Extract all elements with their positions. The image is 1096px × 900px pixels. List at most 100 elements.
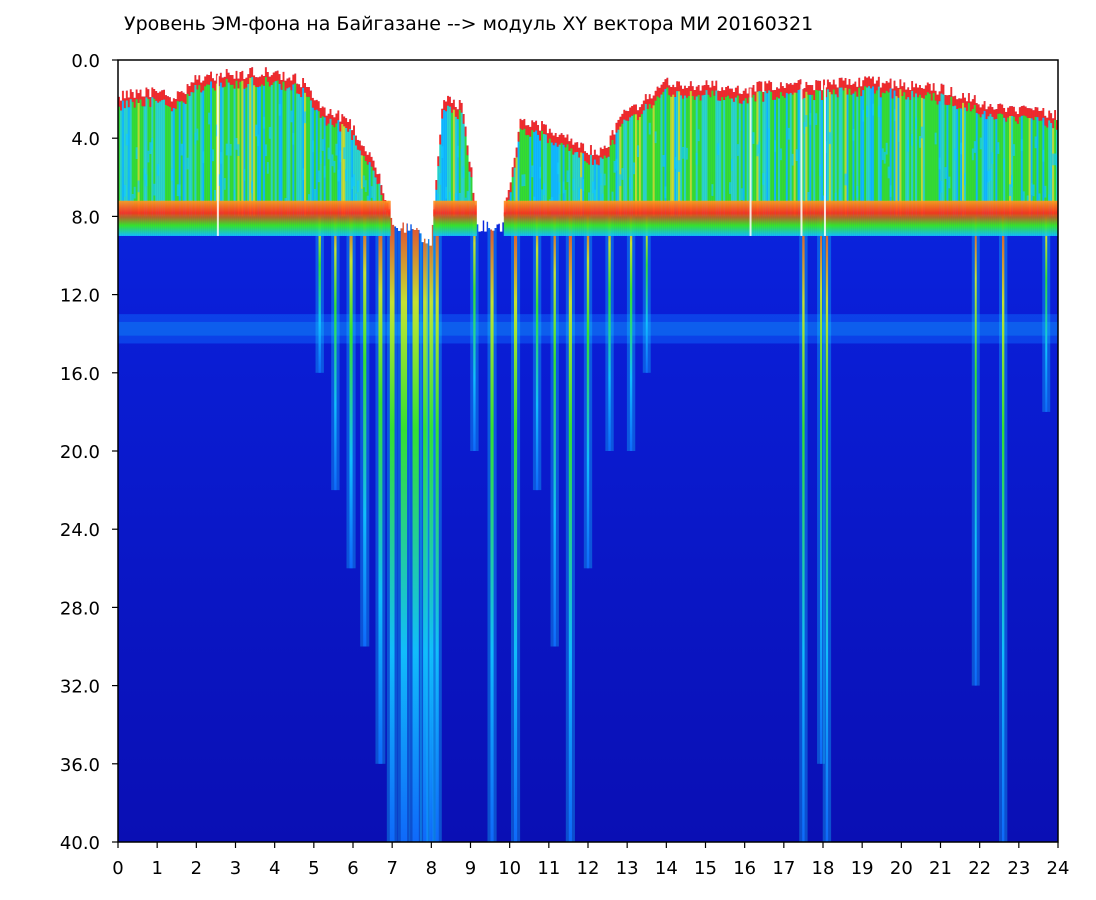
- speckle-cell: [268, 127, 272, 139]
- activity-cell: [691, 96, 695, 217]
- red-fringe-cell: [321, 106, 325, 117]
- activity-cell: [742, 100, 746, 217]
- empty-cell: [864, 60, 867, 77]
- empty-cell: [932, 60, 936, 84]
- band-cell: [866, 200, 869, 236]
- x-tick-label: 1: [151, 858, 162, 879]
- red-fringe-cell: [838, 77, 842, 88]
- empty-cell: [558, 60, 562, 135]
- empty-cell: [719, 60, 722, 92]
- red-fringe-cell: [239, 72, 242, 82]
- red-fringe-cell: [805, 81, 808, 92]
- red-fringe-cell: [862, 80, 865, 91]
- band-cell: [292, 200, 295, 236]
- activity-cell: [605, 157, 609, 217]
- empty-cell: [212, 60, 215, 79]
- disturbance-streak: [1001, 206, 1005, 842]
- activity-cell: [327, 123, 330, 217]
- empty-cell: [1001, 60, 1004, 105]
- speckle-cell: [123, 184, 127, 197]
- activity-cell: [627, 120, 630, 217]
- empty-cell: [539, 60, 542, 131]
- empty-cell: [754, 60, 757, 92]
- red-fringe-cell: [123, 98, 127, 109]
- activity-cell: [891, 98, 894, 217]
- activity-cell: [615, 132, 618, 217]
- red-fringe-cell: [1040, 110, 1043, 121]
- empty-cell: [476, 60, 479, 225]
- band-cell: [388, 200, 391, 236]
- red-fringe-cell: [533, 122, 536, 133]
- red-fringe-cell: [364, 151, 368, 162]
- band-cell: [245, 200, 248, 236]
- red-fringe-cell: [801, 89, 804, 100]
- empty-cell: [644, 60, 648, 95]
- activity-cell: [374, 177, 377, 217]
- band-cell: [971, 200, 975, 236]
- red-fringe-cell: [971, 99, 975, 109]
- empty-cell: [629, 60, 632, 108]
- chart-title: Уровень ЭМ-фона на Байгазане --> модуль …: [124, 13, 813, 35]
- empty-cell: [349, 60, 352, 120]
- speckle-cell: [611, 191, 614, 204]
- speckle-cell: [323, 165, 327, 178]
- band-cell: [805, 200, 808, 236]
- disturbance-streak: [389, 206, 395, 842]
- empty-cell: [151, 60, 154, 88]
- empty-cell: [846, 60, 849, 85]
- band-cell: [819, 200, 822, 236]
- band-cell: [830, 200, 834, 236]
- activity-cell: [801, 99, 804, 217]
- activity-cell: [1052, 128, 1055, 217]
- empty-cell: [278, 60, 282, 75]
- band-cell: [566, 200, 569, 236]
- empty-cell: [135, 60, 139, 90]
- activity-cell: [809, 94, 812, 217]
- activity-cell: [729, 98, 732, 217]
- activity-cell: [562, 144, 565, 217]
- activity-cell: [262, 85, 266, 217]
- band-cell: [1030, 200, 1034, 236]
- activity-cell: [321, 116, 325, 217]
- red-fringe-cell: [586, 152, 589, 163]
- band-cell: [582, 200, 585, 236]
- activity-cell: [349, 129, 352, 217]
- empty-cell: [276, 60, 280, 71]
- red-fringe-cell: [729, 88, 732, 99]
- red-fringe-cell: [660, 84, 663, 95]
- speckle-cell: [333, 160, 336, 173]
- red-fringe-cell: [542, 124, 546, 135]
- band-cell: [505, 200, 509, 236]
- red-fringe-cell: [638, 107, 642, 117]
- activity-cell: [249, 77, 252, 217]
- y-tick-label: 40.0: [60, 833, 100, 854]
- disturbance-streak: [568, 206, 572, 842]
- band-cell: [599, 200, 603, 236]
- activity-cell: [125, 100, 129, 217]
- band-cell: [797, 200, 800, 236]
- band-cell: [768, 200, 771, 236]
- empty-cell: [742, 60, 746, 91]
- empty-cell: [756, 60, 759, 82]
- empty-cell: [1054, 60, 1057, 111]
- activity-cell: [118, 106, 121, 217]
- speckle-cell: [266, 162, 270, 174]
- red-fringe-cell: [584, 151, 587, 162]
- red-fringe-cell: [813, 90, 816, 101]
- empty-cell: [1044, 60, 1047, 116]
- red-fringe-cell: [987, 106, 990, 117]
- disturbance-streak: [349, 206, 353, 569]
- activity-cell: [358, 150, 362, 217]
- empty-cell: [525, 60, 528, 126]
- red-fringe-cell: [437, 156, 440, 167]
- speckle-cell: [648, 122, 652, 135]
- red-fringe-cell: [135, 89, 139, 100]
- activity-cell: [468, 171, 471, 217]
- activity-cell: [725, 96, 728, 217]
- empty-cell: [1009, 60, 1012, 107]
- empty-cell: [793, 60, 797, 83]
- activity-cell: [456, 119, 460, 217]
- red-fringe-cell: [803, 88, 806, 98]
- band-cell: [206, 200, 209, 236]
- red-fringe-cell: [309, 90, 313, 101]
